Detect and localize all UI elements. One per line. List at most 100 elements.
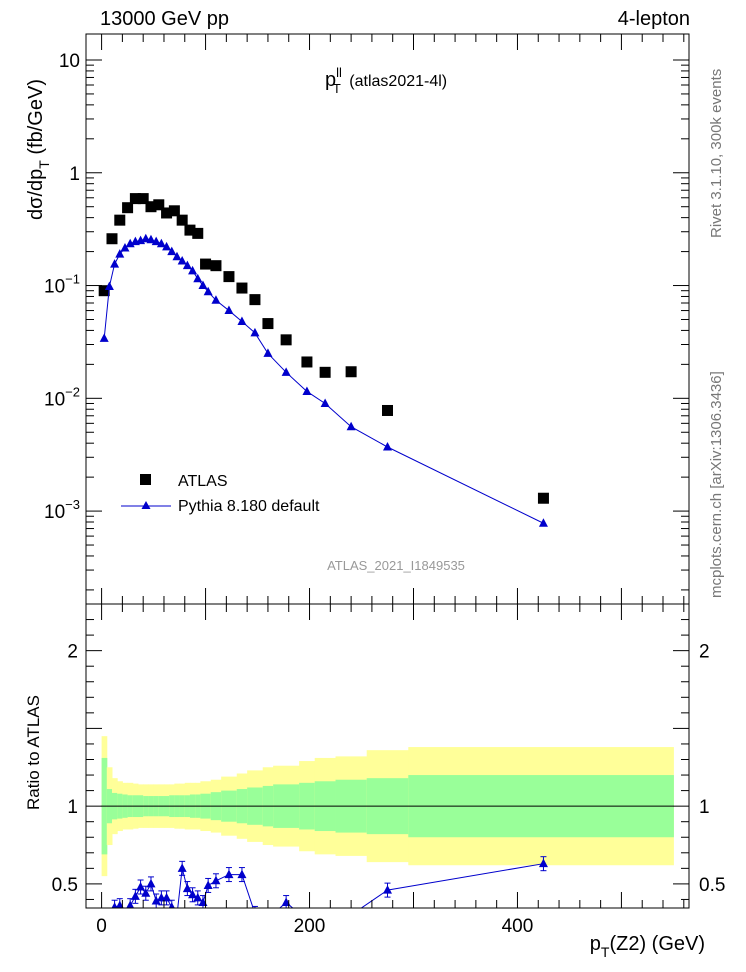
ratio-data-point [193,892,203,902]
main-y-tick-label: 10−2 [44,384,80,410]
legend: ATLAS Pythia 8.180 default [121,473,320,515]
atlas-data-point [280,334,292,346]
atlas-data-point [382,404,393,416]
ratio-data-point [162,892,172,902]
main-y-tick-label: 10−3 [44,497,80,523]
main-y-tick-label: 1 [69,164,80,185]
atlas-data-point [200,258,212,270]
pythia-data-point [104,281,114,291]
ratio-data-point [172,910,181,919]
atlas-data-point [161,207,173,219]
pythia-data-point [167,246,177,256]
pythia-data-point [383,442,392,451]
ratio-data-point [203,880,213,889]
main-y-tick-label: 10−1 [44,272,80,298]
ratio-series-group [101,856,548,922]
ratio-data-point [211,875,221,885]
pythia-line [103,238,544,524]
ratio-data-point [538,858,548,868]
x-tick-label: 400 [502,916,534,937]
pythia-data-point [320,398,330,407]
header-channel-label: 4-lepton [618,8,690,30]
legend-label-atlas: ATLAS [178,473,228,490]
pythia-data-point [281,367,291,376]
atlas-data-point [345,366,357,378]
ratio-data-point [126,900,135,908]
plot-title: pll T (atlas2021-4l) [325,65,447,96]
pythia-data-point [263,348,273,357]
atlas-data-point [106,233,118,245]
atlas-data-point [114,214,126,226]
pythia-data-point [172,251,182,261]
pythia-data-point [237,316,247,325]
legend-marker-atlas [140,474,151,485]
pythia-data-point [250,327,260,337]
pythia-data-point [302,386,312,395]
atlas-data-point [249,294,261,306]
atlas-data-point [223,271,235,283]
atlas-data-point [137,193,149,205]
ratio-data-point [115,900,124,908]
atlas-data-point [184,224,196,236]
atlas-data-point [153,199,165,211]
atlas-data-point [301,356,313,368]
pythia-data-point [193,273,203,283]
ratio-data-point [120,910,129,919]
ratio-y-tick-label: 0.5 [52,875,78,896]
x-axis-label: pT(Z2) (GeV) [590,933,705,960]
mcplots-label: mcplots.cern.ch [arXiv:1306.3436] [708,371,725,598]
ratio-uncertainty-bands [101,736,674,877]
ratio-data-point [188,889,198,899]
ratio-panel-frame [85,603,690,909]
pythia-data-point [538,518,548,527]
atlas-data-point [192,227,204,239]
atlas-data-point [168,205,180,217]
pythia-data-point [224,305,234,315]
axes-group: 10 1 10−1 10−2 10−3 0 200 400 0.5 0.5 1 1 2 2 [44,34,725,937]
x-tick-label: 200 [294,916,326,937]
ratio-data-point [177,863,187,872]
ratio-data-point [281,897,291,907]
pythia-data-point [203,286,213,296]
pythia-data-point [177,256,187,265]
ratio-data-point [141,888,151,897]
pythia-data-point [146,234,156,244]
ratio-y-tick-label-right: 2 [699,642,710,663]
header-process-label: 13000 GeV pp [100,8,229,30]
ratio-data-point [237,869,247,879]
pythia-data-point [188,265,198,275]
atlas-data-point [319,366,331,378]
atlas-data-point [145,201,157,213]
ratio-y-tick-label-right: 1 [699,797,710,818]
ratio-data-point [182,883,192,893]
ratio-data-point [168,902,175,908]
pythia-data-point [151,236,161,246]
pythia-data-point [141,233,151,243]
atlas-data-point [98,285,110,297]
ratio-data-point [136,882,146,891]
atlas-data-point [210,260,222,272]
atlas-data-point [262,318,274,330]
ratio-data-point [263,913,272,922]
atlas-data-point [176,214,188,226]
legend-label-pythia: Pythia 8.180 default [178,498,320,515]
analysis-watermark: ATLAS_2021_I1849535 [327,558,465,573]
ratio-data-point [347,910,356,919]
ratio-data-point [250,908,259,917]
main-series-group [98,193,549,527]
pythia-data-point [120,243,130,252]
main-panel-frame [85,33,690,605]
pythia-data-point [115,249,125,258]
atlas-data-point [236,282,248,294]
pythia-data-point [110,259,120,268]
pythia-data-point [346,421,356,431]
ratio-data-point [111,902,118,908]
pythia-data-point [156,238,166,248]
pythia-data-point [99,333,109,342]
main-y-axis-label: dσ/dpT (fb/GeV) [25,79,52,220]
ratio-y-axis-label: Ratio to ATLAS [24,695,43,810]
ratio-data-point [130,891,140,900]
ratio-y-tick-label-right: 0.5 [699,875,725,896]
ratio-y-tick-label: 2 [67,642,78,663]
